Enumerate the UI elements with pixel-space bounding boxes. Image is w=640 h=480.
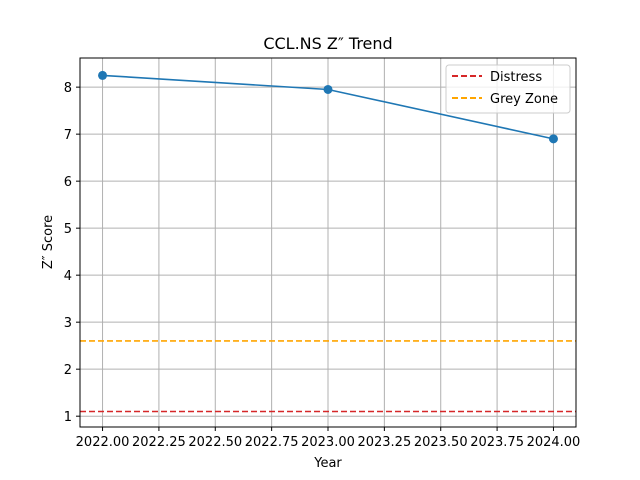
y-tick-label: 7 [64,128,72,143]
x-tick-label: 2022.50 [188,435,242,450]
legend-box [445,64,571,114]
x-tick-label: 2022.75 [245,435,299,450]
y-tick-label: 4 [64,269,72,284]
legend-label-grey-zone: Grey Zone [490,92,558,107]
series [98,70,558,144]
data-point [323,84,333,94]
reference-lines [80,340,576,413]
data-point [548,134,558,144]
chart-title: CCL.NS Z″ Trend [263,34,392,53]
y-axis-ticks: 1 2 3 4 5 6 7 8 [64,81,80,425]
y-tick-label: 8 [64,81,72,96]
x-tick-label: 2023.50 [414,435,468,450]
x-axis-label: Year [313,456,342,471]
y-tick-label: 2 [64,363,72,378]
y-axis-label: Z″ Score [41,215,56,269]
y-tick-label: 3 [64,316,72,331]
grid [80,58,576,427]
x-tick-label: 2023.25 [357,435,411,450]
x-tick-label: 2022.00 [76,435,130,450]
x-tick-label: 2022.25 [132,435,186,450]
y-tick-label: 5 [64,222,72,237]
legend: Distress Grey Zone [445,64,571,114]
x-axis-ticks: 2022.00 2022.25 2022.50 2022.75 2023.00 2023.… [76,427,581,450]
data-point [98,70,108,80]
y-tick-label: 6 [64,175,72,190]
x-tick-label: 2023.00 [301,435,355,450]
legend-label-distress: Distress [490,70,542,85]
y-tick-label: 1 [64,410,72,425]
x-tick-label: 2024.00 [527,435,581,450]
x-tick-label: 2023.75 [470,435,524,450]
